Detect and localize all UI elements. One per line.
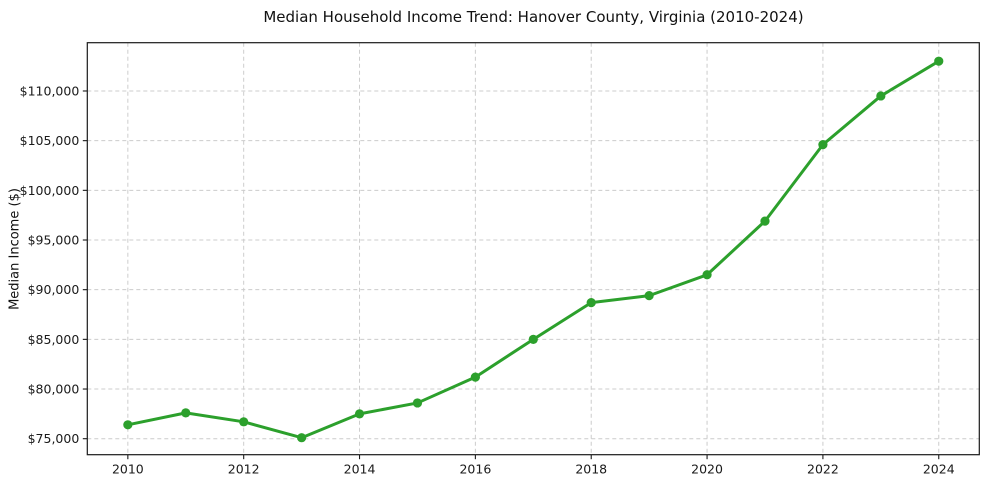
plot-border (86, 42, 980, 456)
y-tick-label: $80,000 (28, 382, 80, 397)
y-tick-label: $105,000 (20, 133, 80, 148)
data-point (760, 216, 770, 226)
y-tick-label: $95,000 (28, 233, 80, 248)
data-point (702, 270, 712, 280)
data-point (876, 91, 886, 101)
y-tick-label: $85,000 (28, 332, 80, 347)
data-point (586, 297, 596, 308)
data-point (528, 334, 538, 344)
x-tick-label: 2018 (575, 462, 607, 477)
y-tick-label: $110,000 (20, 83, 80, 98)
data-point (181, 408, 191, 418)
x-tick-label: 2024 (923, 462, 955, 477)
data-point (644, 291, 654, 301)
x-tick-label: 2010 (112, 462, 144, 477)
x-tick-label: 2014 (344, 462, 376, 477)
y-tick-label: $100,000 (20, 183, 80, 198)
data-point (470, 372, 480, 382)
data-point (934, 56, 944, 66)
data-point (239, 417, 249, 427)
data-point (818, 140, 828, 150)
x-tick-label: 2016 (459, 462, 491, 477)
x-tick-label: 2020 (691, 462, 723, 477)
data-point (354, 409, 365, 419)
y-tick-label: $75,000 (28, 431, 80, 446)
x-tick-label: 2022 (807, 462, 839, 477)
trend-line (126, 59, 941, 440)
data-point (123, 420, 133, 430)
chart-title: Median Household Income Trend: Hanover C… (263, 8, 804, 26)
x-tick-label: 2012 (228, 462, 260, 477)
data-point (297, 433, 307, 443)
y-tick-label: $90,000 (28, 282, 80, 297)
data-point (412, 398, 423, 408)
